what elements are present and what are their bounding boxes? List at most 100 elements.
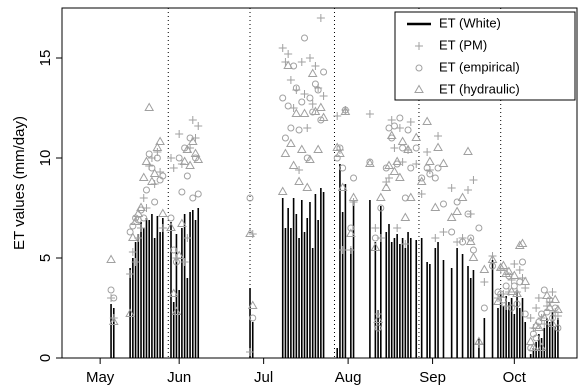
et-point [106,254,116,263]
et-point [149,168,160,177]
et-point [294,176,304,185]
et-point [169,164,178,172]
et-point [498,260,509,269]
et-point [510,282,518,290]
et-point [433,142,443,151]
et-point [319,92,328,100]
et-point [284,50,293,58]
et-point [495,262,506,271]
et-point [108,316,119,325]
y-tick-label: 10 [37,150,54,167]
legend-label: ET (White) [439,15,501,30]
et-point [397,136,408,145]
et-point [554,324,562,332]
et-point [245,228,255,237]
et-point [548,314,556,322]
et-point [177,218,187,227]
et-point [333,112,342,120]
et-point [306,94,314,102]
et-point [405,192,416,201]
et-point [526,314,535,322]
legend-swatch [415,64,423,72]
et-point [525,336,536,345]
et-point [284,102,292,110]
y-tick-label: 15 [37,50,54,67]
legend-label: ET (PM) [439,37,487,52]
et-point [349,198,358,206]
et-point [166,222,176,231]
et-point [377,204,385,212]
et-point [550,294,561,303]
et-point [381,182,392,191]
et-point [247,300,258,309]
legend: ET (White) ET (PM) ET (empirical) ET (hydra… [394,11,576,101]
et-point [411,132,422,141]
et-point [499,296,507,304]
et-point [167,214,175,222]
et-point [386,130,397,139]
et-point [487,254,498,263]
et-point [370,242,381,251]
et-point [439,228,448,236]
et-point [374,324,382,332]
et-point [438,158,449,167]
et-point [300,90,309,98]
et-point [183,172,191,180]
et-point [501,268,512,277]
et-point [295,126,303,134]
et-point [314,86,322,94]
y-tick-label: 5 [37,254,54,262]
et-point [158,224,167,232]
et-point [133,208,144,217]
et-point [458,234,467,242]
et-point [125,308,135,317]
et-point [283,60,294,69]
et-point [171,306,182,315]
et-point [469,176,478,184]
et-point [303,124,312,132]
et-point [145,150,153,158]
et-point [512,288,522,297]
legend-label: ET (empirical) [439,59,520,74]
et-point [412,160,421,168]
et-point [395,172,405,181]
et-point [515,266,524,274]
et-point [534,294,543,302]
et-point [459,238,467,246]
et-point [542,290,552,299]
et-point [350,174,358,182]
et-point [519,258,527,266]
et-point [295,166,304,174]
et-point [475,224,483,232]
legend-swatch [415,42,423,50]
et-point [180,258,189,266]
et-point [426,170,434,178]
et-point [536,342,547,351]
et-point [194,122,203,130]
et-point [387,116,396,124]
et-point [280,148,291,157]
et-point [193,154,204,163]
et-point [434,132,443,140]
et-point [453,198,461,206]
et-point [188,116,197,124]
et-point [298,98,306,106]
x-tick-label: May [86,369,115,386]
et-point [517,238,528,247]
et-point [278,44,287,52]
et-point [548,288,557,296]
et-point [183,234,192,242]
et-point [452,206,462,215]
et-point [533,322,544,331]
et-point [313,144,323,153]
et-point [446,212,457,221]
et-point [305,54,314,62]
x-tick-label: Jun [167,369,191,386]
et-point [514,240,525,249]
et-point [170,246,178,254]
et-point [189,194,197,202]
et-point [544,302,555,311]
et-point [412,144,420,152]
et-point [345,228,356,237]
